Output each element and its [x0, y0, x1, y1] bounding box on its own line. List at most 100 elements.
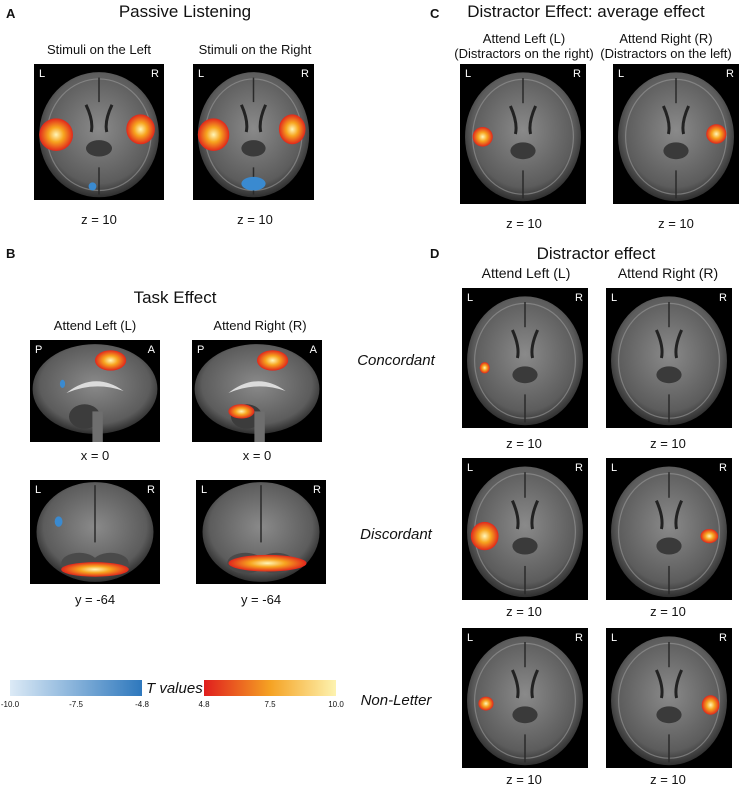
orientation-right-marker: R [575, 292, 583, 304]
colorbar-tick-pos-mid: 7.5 [264, 700, 276, 709]
panel-b-title: Task Effect [133, 288, 217, 307]
brain-slice-image [467, 296, 583, 426]
panel-b-sub-left: Attend Left (L) [53, 318, 137, 333]
panel-d-concordant-left-brain: L R [462, 288, 588, 428]
colorbar-positive [204, 680, 336, 696]
brain-slice-image [36, 482, 154, 582]
orientation-left-marker: L [611, 632, 618, 644]
orientation-posterior-marker: P [35, 344, 43, 356]
brain-slice-image [611, 296, 727, 426]
orientation-right-marker: R [575, 632, 583, 644]
panel-c-sub-right-line1: Attend Right (R) [619, 31, 713, 46]
colorbar-tick-pos-max: 10.0 [328, 700, 344, 709]
panel-d-coord: z = 10 [506, 436, 542, 451]
panel-d-nonletter-right-brain: L R [606, 628, 732, 768]
panel-a-coord-right: z = 10 [237, 212, 273, 227]
panel-a-label: A [6, 6, 16, 21]
brain-slice-image [197, 72, 310, 198]
colorbar-label: T values [146, 680, 203, 697]
panel-b-sub-right: Attend Right (R) [213, 318, 307, 333]
brain-slice-image [465, 72, 581, 202]
panel-d-coord: z = 10 [650, 772, 686, 787]
colorbar-negative [10, 680, 142, 696]
panel-b-coord-sag-right: x = 0 [242, 448, 272, 463]
brain-slice-image [39, 72, 159, 198]
orientation-right-marker: R [726, 68, 734, 80]
panel-d-discordant-right-brain: L R [606, 458, 732, 600]
panel-d-sub-left: Attend Left (L) [481, 265, 571, 281]
panel-a-sub-right: Stimuli on the Right [198, 42, 312, 57]
panel-d-discordant-left-brain: L R [462, 458, 588, 600]
brain-slice-image [467, 636, 583, 766]
brain-slice-image [194, 344, 320, 442]
panel-c-sub-left: Attend Left (L) (Distractors on the righ… [454, 31, 593, 61]
colorbar-tick-pos-min: 4.8 [198, 700, 210, 709]
panel-d-label: D [430, 246, 440, 261]
orientation-anterior-marker: A [309, 344, 317, 356]
panel-a-left-brain: L R [34, 64, 164, 200]
panel-d-sub-right: Attend Right (R) [617, 265, 719, 281]
orientation-left-marker: L [467, 462, 474, 474]
orientation-right-marker: R [719, 292, 727, 304]
colorbar-tick-neg-min: -10.0 [0, 700, 20, 709]
orientation-left-marker: L [611, 462, 618, 474]
panel-c-coord-right: z = 10 [658, 216, 694, 231]
brain-slice-image [32, 344, 158, 442]
panel-d-coord: z = 10 [506, 772, 542, 787]
orientation-left-marker: L [201, 484, 208, 496]
colorbar-tick-neg-mid: -7.5 [69, 700, 83, 709]
orientation-right-marker: R [719, 462, 727, 474]
orientation-left-marker: L [467, 632, 474, 644]
orientation-left-marker: L [467, 292, 474, 304]
panel-b-label: B [6, 246, 16, 261]
orientation-right-marker: R [575, 462, 583, 474]
panel-c-sub-left-line2: (Distractors on the right) [454, 46, 594, 61]
panel-c-label: C [430, 6, 440, 21]
panel-d-title: Distractor effect [536, 244, 656, 263]
orientation-left-marker: L [611, 292, 618, 304]
brain-slice-image [202, 482, 320, 582]
orientation-posterior-marker: P [197, 344, 205, 356]
brain-slice-image [611, 636, 727, 766]
panel-a-coord-left: z = 10 [81, 212, 117, 227]
panel-c-sub-left-line1: Attend Left (L) [482, 31, 566, 46]
panel-d-coord: z = 10 [650, 604, 686, 619]
panel-d-row-non-letter: Non-Letter [360, 692, 432, 709]
panel-d-coord: z = 10 [650, 436, 686, 451]
panel-c-sub-right-line2: (Distractors on the left) [600, 46, 732, 61]
panel-b-coord-cor-right: y = -64 [240, 592, 282, 607]
panel-b-left-sagittal: P A [30, 340, 160, 442]
orientation-right-marker: R [147, 484, 155, 496]
panel-b-left-coronal: L R [30, 480, 160, 584]
brain-slice-image [618, 72, 734, 202]
panel-c-right-brain: L R [613, 64, 739, 204]
panel-a-title: Passive Listening [118, 2, 252, 21]
orientation-left-marker: L [39, 68, 46, 80]
panel-a-sub-left: Stimuli on the Left [46, 42, 152, 57]
panel-a-right-brain: L R [193, 64, 314, 200]
panel-d-coord: z = 10 [506, 604, 542, 619]
panel-d-concordant-right-brain: L R [606, 288, 732, 428]
panel-b-coord-sag-left: x = 0 [80, 448, 110, 463]
brain-slice-image [611, 466, 727, 598]
orientation-right-marker: R [719, 632, 727, 644]
panel-c-left-brain: L R [460, 64, 586, 204]
panel-b-coord-cor-left: y = -64 [74, 592, 116, 607]
panel-b-right-coronal: L R [196, 480, 326, 584]
colorbar-tick-neg-max: -4.8 [135, 700, 149, 709]
panel-c-sub-right: Attend Right (R) (Distractors on the lef… [600, 31, 732, 61]
orientation-anterior-marker: A [147, 344, 155, 356]
orientation-left-marker: L [35, 484, 42, 496]
panel-d-row-concordant: Concordant [357, 352, 435, 369]
orientation-right-marker: R [151, 68, 159, 80]
orientation-left-marker: L [198, 68, 205, 80]
orientation-left-marker: L [465, 68, 472, 80]
orientation-right-marker: R [313, 484, 321, 496]
orientation-left-marker: L [618, 68, 625, 80]
panel-c-title: Distractor Effect: average effect [467, 2, 705, 21]
orientation-right-marker: R [301, 68, 309, 80]
panel-b-right-sagittal: P A [192, 340, 322, 442]
panel-d-row-discordant: Discordant [360, 526, 432, 543]
brain-slice-image [467, 466, 583, 598]
panel-d-nonletter-left-brain: L R [462, 628, 588, 768]
